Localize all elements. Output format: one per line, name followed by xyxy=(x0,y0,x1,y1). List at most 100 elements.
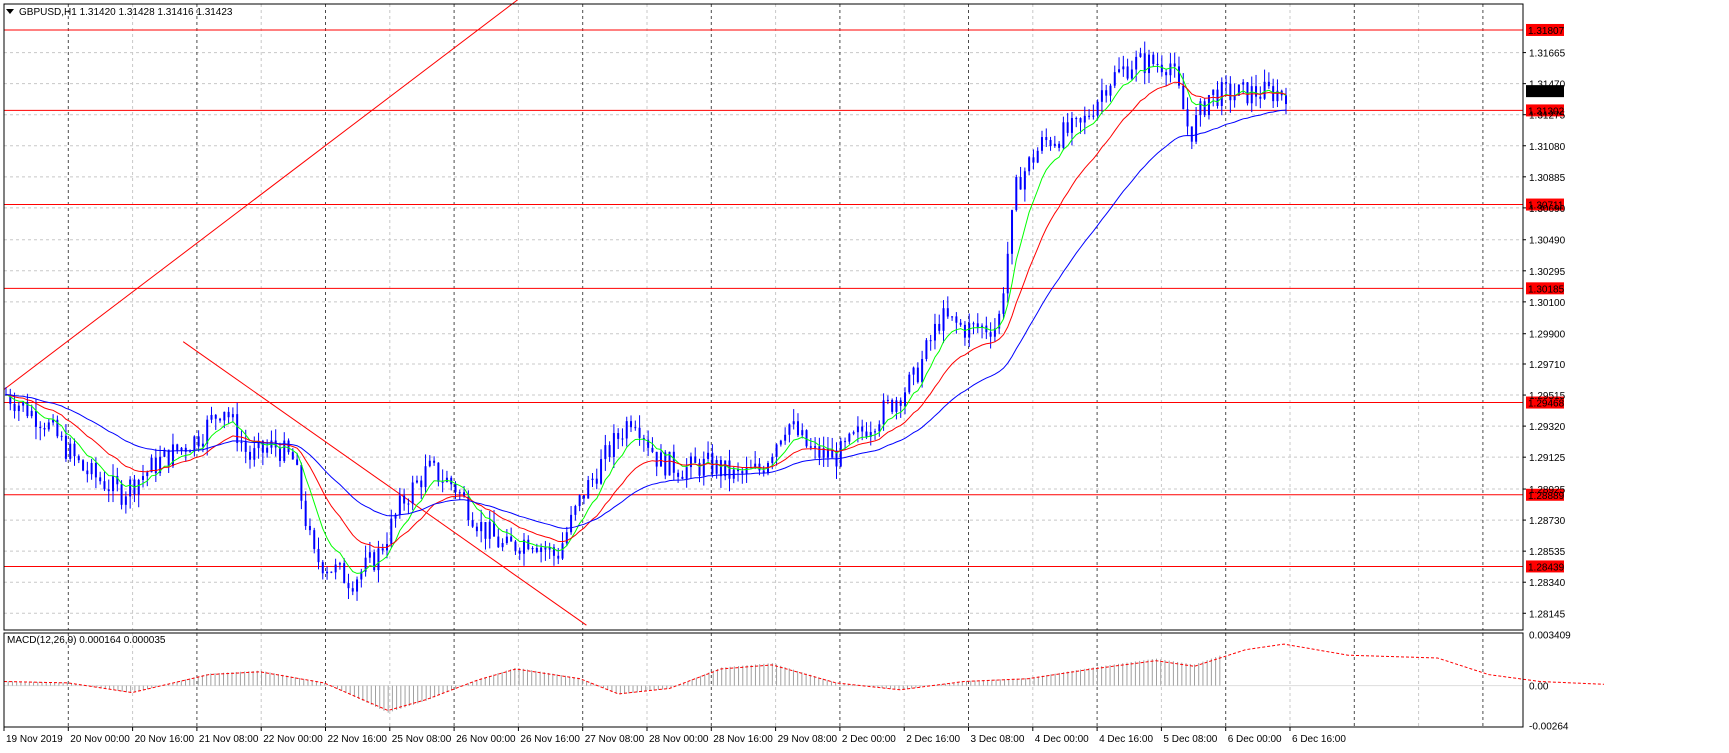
price-tick-label: 1.29900 xyxy=(1529,330,1566,341)
candle-body xyxy=(518,550,521,554)
candle-body xyxy=(874,431,877,433)
candle-body xyxy=(908,374,911,393)
candle-body xyxy=(278,447,281,461)
candle-body xyxy=(17,405,20,412)
candle-body xyxy=(424,466,427,488)
candle-body xyxy=(1070,118,1073,133)
candle-body xyxy=(522,539,525,554)
time-tick-label: 29 Nov 08:00 xyxy=(778,734,838,745)
candle-body xyxy=(741,471,744,474)
candle-body xyxy=(1130,69,1133,79)
grid xyxy=(3,4,1523,727)
candle-body xyxy=(1195,115,1198,142)
candle-body xyxy=(561,543,564,559)
candle-body xyxy=(171,444,174,467)
candle-body xyxy=(377,548,380,571)
price-tick-label: 1.31080 xyxy=(1529,142,1566,153)
candle-body xyxy=(1036,150,1039,163)
candle-body xyxy=(1182,85,1185,110)
candle-body xyxy=(1177,66,1180,86)
candle-body xyxy=(343,563,346,584)
candle-body xyxy=(1259,96,1262,99)
candle-body xyxy=(249,451,252,460)
price-tick-label: 1.29710 xyxy=(1529,360,1566,371)
level-label: 1.31302 xyxy=(1528,106,1565,117)
candle-body xyxy=(1075,118,1078,120)
candle-body xyxy=(548,547,551,550)
price-tick-label: 1.30690 xyxy=(1529,204,1566,215)
candle-body xyxy=(659,452,662,467)
candle-body xyxy=(929,340,932,342)
candle-body xyxy=(313,530,316,549)
candle-body xyxy=(475,526,478,532)
dropdown-arrow-icon[interactable] xyxy=(6,9,14,14)
candle-body xyxy=(925,340,928,360)
candle-body xyxy=(1015,177,1018,211)
candle-body xyxy=(154,457,157,474)
candle-body xyxy=(942,308,945,331)
level-label-bg xyxy=(1526,560,1564,573)
horizontal-levels[interactable]: 1.31807 1.31302 1.30711 1.30185 1.29468 1.288… xyxy=(4,23,1565,573)
time-tick-label: 26 Nov 00:00 xyxy=(456,734,516,745)
candle-body xyxy=(634,427,637,429)
candle-body xyxy=(831,450,834,458)
candle-body xyxy=(321,562,324,574)
candle-body xyxy=(737,469,740,472)
candle-body xyxy=(428,460,431,467)
candle-body xyxy=(963,324,966,338)
candle-body xyxy=(1105,90,1108,96)
candle-body xyxy=(411,482,414,504)
candle-body xyxy=(895,400,898,412)
candle-body xyxy=(274,440,277,448)
candle-body xyxy=(903,392,906,406)
candle-body xyxy=(347,583,350,589)
current-price-label: 1.31423 xyxy=(1528,87,1565,98)
time-tick-label: 6 Dec 00:00 xyxy=(1228,734,1282,745)
candle-body xyxy=(839,441,842,467)
candle-body xyxy=(1242,82,1245,85)
candle-body xyxy=(501,543,504,548)
candle-body xyxy=(240,442,243,444)
candle-body xyxy=(39,426,42,429)
price-tick-label: 1.29320 xyxy=(1529,422,1566,433)
candle-body xyxy=(796,421,799,436)
candle-body xyxy=(544,547,547,550)
candle-body xyxy=(1190,126,1193,142)
candle-body xyxy=(390,518,393,545)
candle-body xyxy=(1100,90,1103,102)
candle-body xyxy=(1173,63,1176,67)
candle-body xyxy=(604,445,607,460)
candle-body xyxy=(1002,293,1005,314)
time-tick-label: 20 Nov 00:00 xyxy=(70,734,130,745)
candle-body xyxy=(612,433,615,457)
candle-body xyxy=(505,536,508,544)
candle-body xyxy=(471,520,474,527)
candle-body xyxy=(1122,66,1125,70)
chart-frame xyxy=(3,3,1524,728)
candle-body xyxy=(1250,86,1253,104)
candle-body xyxy=(540,547,543,552)
ma-slow-line xyxy=(5,109,1287,529)
candle-body xyxy=(1023,171,1026,190)
candle-body xyxy=(535,548,538,552)
candle-body xyxy=(946,308,949,317)
trendlines[interactable] xyxy=(3,0,587,626)
main-frame xyxy=(3,3,1524,631)
candle-body xyxy=(878,424,881,432)
candle-body xyxy=(587,480,590,499)
candle-body xyxy=(210,414,213,420)
candle-body xyxy=(724,460,727,477)
candle-body xyxy=(223,411,226,421)
candle-body xyxy=(193,436,196,452)
price-tick-label: 1.30100 xyxy=(1529,298,1566,309)
candle-body xyxy=(972,323,975,325)
candle-body xyxy=(809,446,812,448)
candle-body xyxy=(976,323,979,328)
candle-body xyxy=(891,399,894,412)
candle-body xyxy=(681,476,684,479)
candle-body xyxy=(1092,115,1095,117)
candle-body xyxy=(715,460,718,474)
price-tick-label: 1.28925 xyxy=(1529,485,1566,496)
candle-body xyxy=(253,448,256,460)
